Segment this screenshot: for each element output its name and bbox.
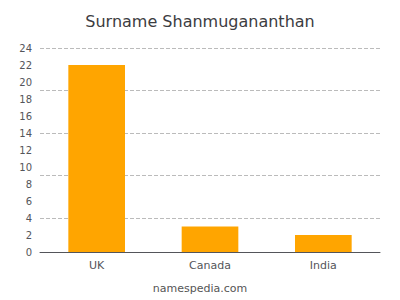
svg-text:UK: UK: [89, 259, 105, 272]
svg-text:14: 14: [19, 128, 32, 139]
svg-text:16: 16: [19, 111, 32, 122]
svg-text:10: 10: [19, 162, 32, 173]
svg-text:12: 12: [19, 145, 32, 156]
svg-text:22: 22: [19, 60, 32, 71]
svg-text:20: 20: [19, 77, 32, 88]
svg-text:2: 2: [26, 230, 32, 241]
svg-text:8: 8: [26, 179, 32, 190]
svg-text:24: 24: [19, 43, 32, 54]
svg-text:4: 4: [26, 213, 32, 224]
svg-text:0: 0: [26, 247, 32, 258]
svg-text:namespedia.com: namespedia.com: [153, 282, 247, 295]
svg-text:18: 18: [19, 94, 32, 105]
svg-text:6: 6: [26, 196, 32, 207]
svg-text:India: India: [310, 259, 337, 272]
svg-text:Surname Shanmugananthan: Surname Shanmugananthan: [85, 12, 314, 31]
svg-text:Canada: Canada: [189, 259, 231, 272]
